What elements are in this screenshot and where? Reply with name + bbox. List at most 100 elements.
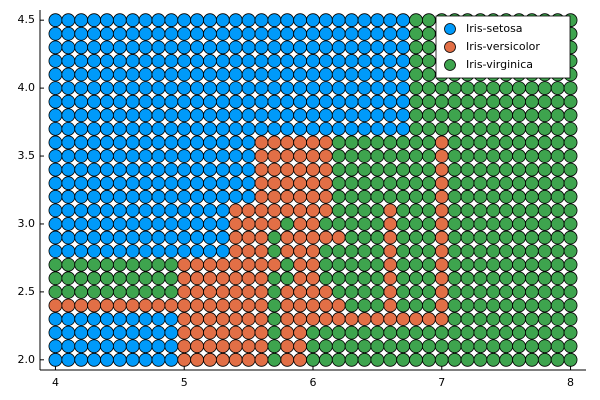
point [267,40,282,55]
point [125,325,140,340]
point [177,121,192,136]
point [293,94,308,109]
point [318,284,333,299]
point [512,94,526,109]
point [357,94,372,109]
point [370,13,385,28]
point [370,298,385,313]
point [100,162,114,177]
point [151,121,166,136]
point [486,339,501,354]
point [203,257,217,272]
y-tick-label: 3.5 [18,149,36,162]
point [409,339,423,354]
point [61,176,76,191]
point [267,135,282,150]
point [112,217,127,231]
point [203,189,217,204]
point [383,135,398,150]
point [164,271,179,286]
point [164,149,179,163]
point [331,230,346,245]
point [512,298,526,313]
point [460,298,475,313]
point [537,284,552,299]
point [499,162,514,177]
point [383,339,398,354]
point [267,339,282,354]
point [190,230,205,245]
point [241,217,256,231]
point [87,162,101,177]
point [100,203,114,218]
point [112,121,127,136]
legend-marker [444,23,456,35]
point [125,135,140,150]
point [241,189,256,204]
point [74,203,89,218]
point [87,40,101,55]
point [512,135,526,150]
point [74,40,89,55]
point [61,352,76,367]
point [254,352,269,367]
point [396,339,411,354]
point [318,135,333,150]
point [293,298,308,313]
point [563,325,578,340]
point [344,257,359,272]
point [409,352,423,367]
point [177,271,192,286]
point [370,284,385,299]
point [409,325,423,340]
point [61,244,76,259]
point [138,54,153,68]
point [228,149,243,163]
point [125,67,140,82]
point [228,40,243,55]
point [125,26,140,41]
point [486,257,501,272]
point [550,257,565,272]
point [447,230,462,245]
point [550,81,565,96]
point [151,230,166,245]
point [138,176,153,191]
point [434,135,449,150]
point [74,54,89,68]
point [383,257,398,272]
point [421,149,436,163]
point [460,244,475,259]
point [125,352,140,367]
point [138,121,153,136]
point [125,244,140,259]
point [512,189,526,204]
point [370,203,385,218]
point [293,312,308,326]
point [61,298,76,313]
point [138,26,153,41]
point [460,352,475,367]
point [499,284,514,299]
point [151,284,166,299]
point [318,176,333,191]
point [447,339,462,354]
point [74,176,89,191]
point [421,325,436,340]
point [473,162,488,177]
point [486,189,501,204]
point [151,217,166,231]
point [61,339,76,354]
point [293,217,308,231]
point [486,271,501,286]
point [563,257,578,272]
point [203,312,217,326]
point [306,67,320,82]
point [112,54,127,68]
point [74,135,89,150]
legend-label: Iris-virginica [466,58,533,71]
point [396,149,411,163]
point [228,176,243,191]
point [203,40,217,55]
point [203,284,217,299]
